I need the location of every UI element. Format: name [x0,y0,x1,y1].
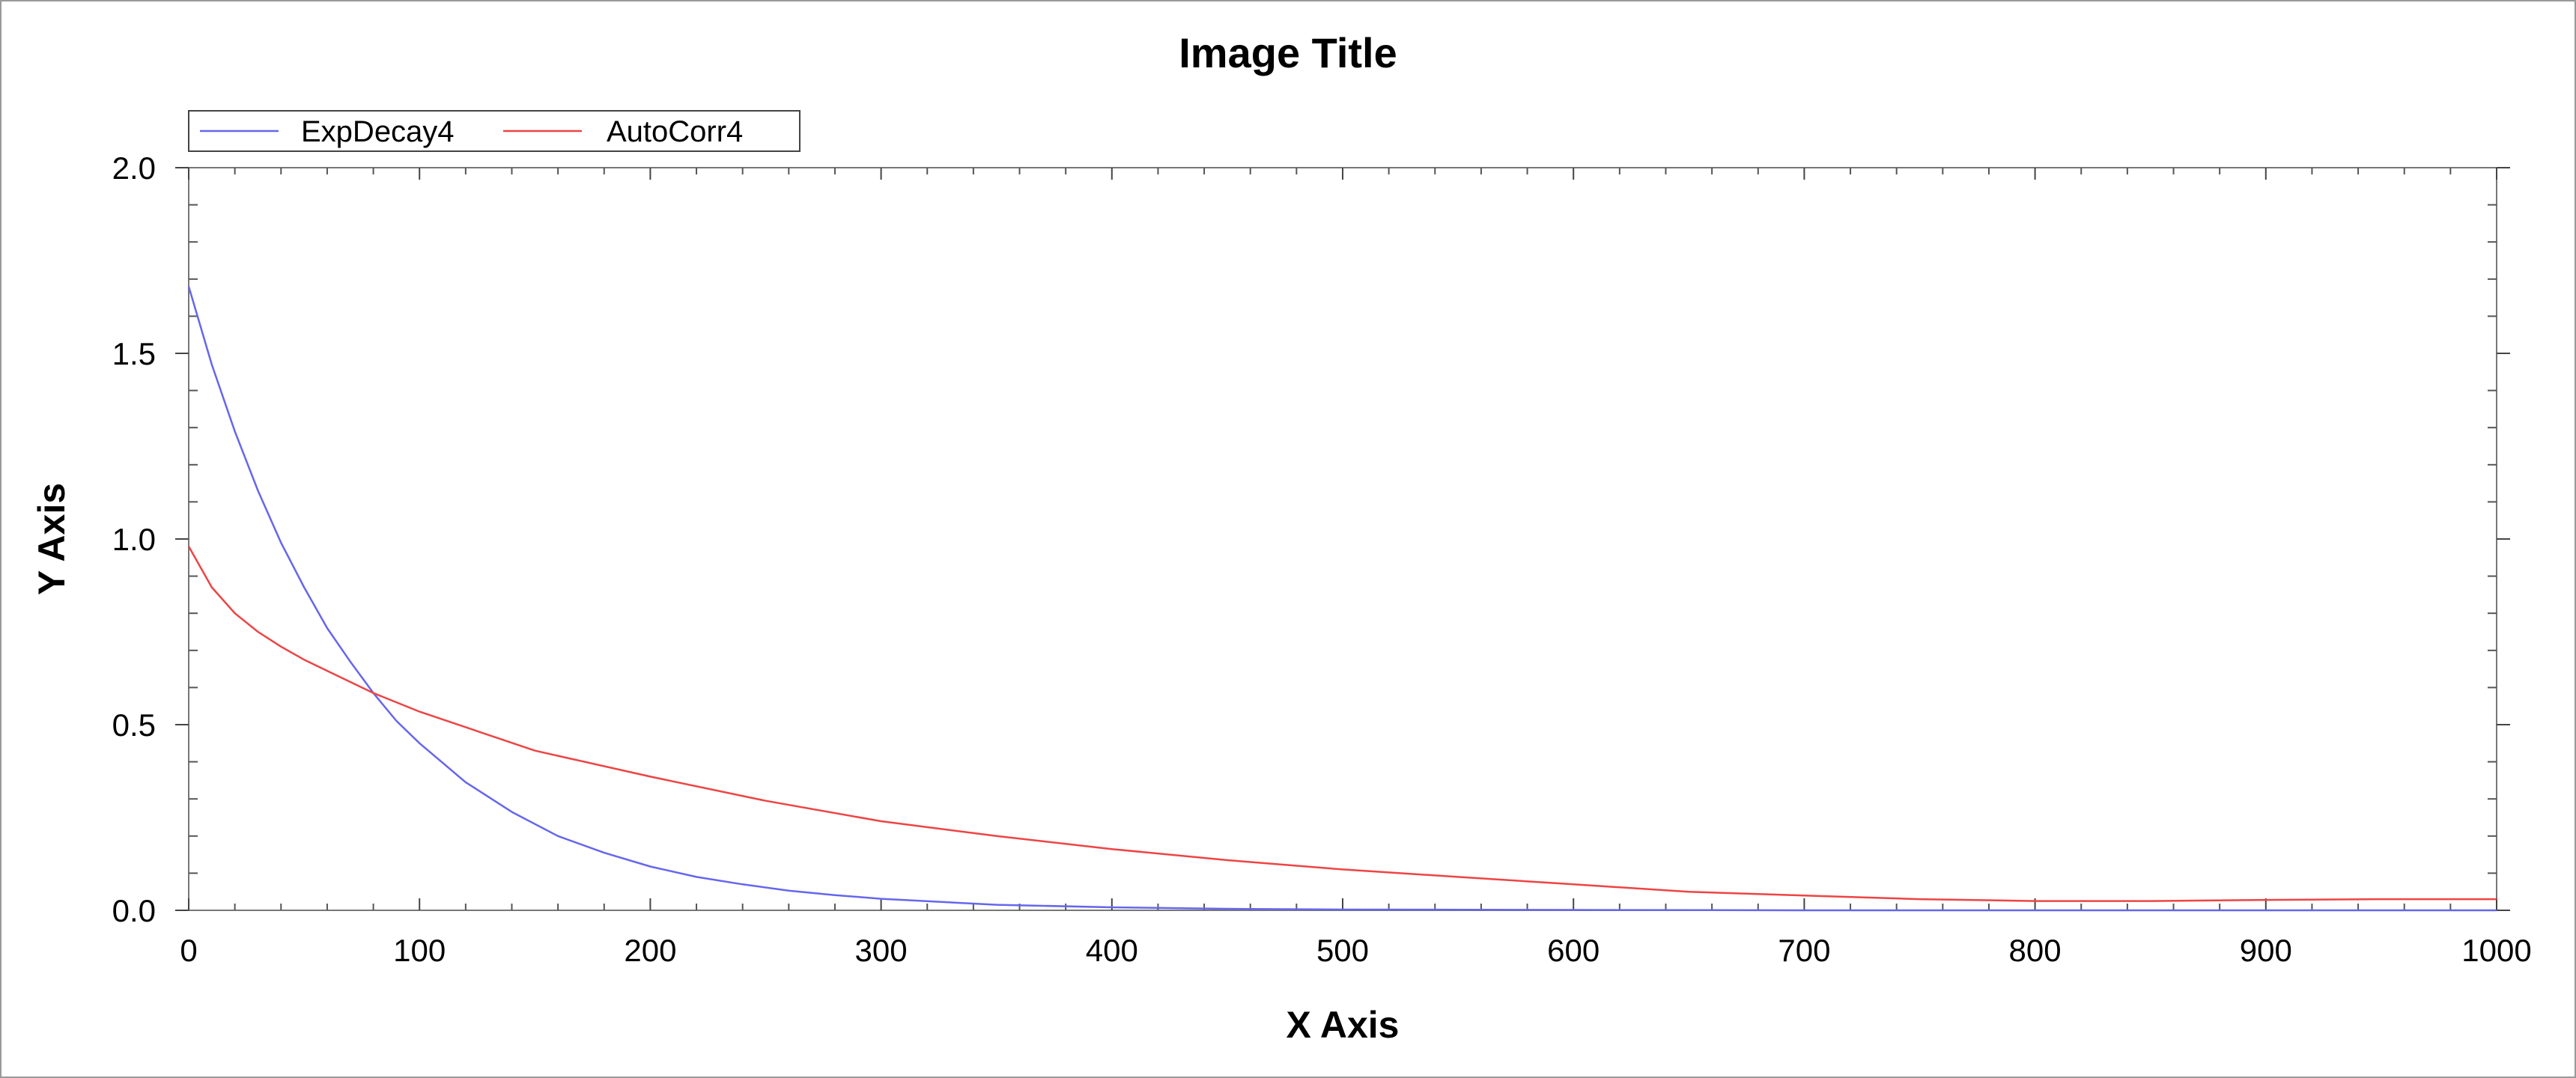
x-tick-label: 600 [1547,933,1600,968]
y-tick-label: 0.0 [112,893,156,928]
x-tick-label: 0 [180,933,197,968]
x-tick-label: 300 [855,933,908,968]
legend-box [188,110,801,152]
y-axis-ticks: 0.0 0.5 1.0 1.5 2.0 [112,150,2510,928]
x-tick-label: 800 [2009,933,2062,968]
x-tick-label: 400 [1086,933,1138,968]
y-tick-label: 1.0 [112,522,156,557]
legend-label-expdecay4: ExpDecay4 [301,115,455,148]
y-tick-label: 0.5 [112,707,156,743]
x-tick-label: 200 [624,933,676,968]
x-axis-label: X Axis [1286,1004,1399,1046]
legend: ExpDecay4 AutoCorr4 [188,110,801,152]
y-tick-label: 2.0 [112,150,156,186]
x-tick-label: 100 [393,933,446,968]
x-tick-label: 700 [1778,933,1830,968]
series-layer [187,286,2497,912]
y-axis-label: Y Axis [31,483,73,595]
x-tick-label: 900 [2240,933,2292,968]
y-tick-label: 1.5 [112,336,156,371]
plot-area [188,167,2497,911]
legend-label-autocorr4: AutoCorr4 [607,115,743,148]
x-axis-ticks: 0 100 200 300 400 500 600 700 800 900 1000 [180,168,2532,968]
series-line-autocorr4 [187,546,2497,902]
x-tick-label: 1000 [2461,933,2531,968]
x-tick-label: 500 [1316,933,1369,968]
series-line-expdecay4 [187,286,2497,912]
chart-title: Image Title [1179,29,1397,76]
